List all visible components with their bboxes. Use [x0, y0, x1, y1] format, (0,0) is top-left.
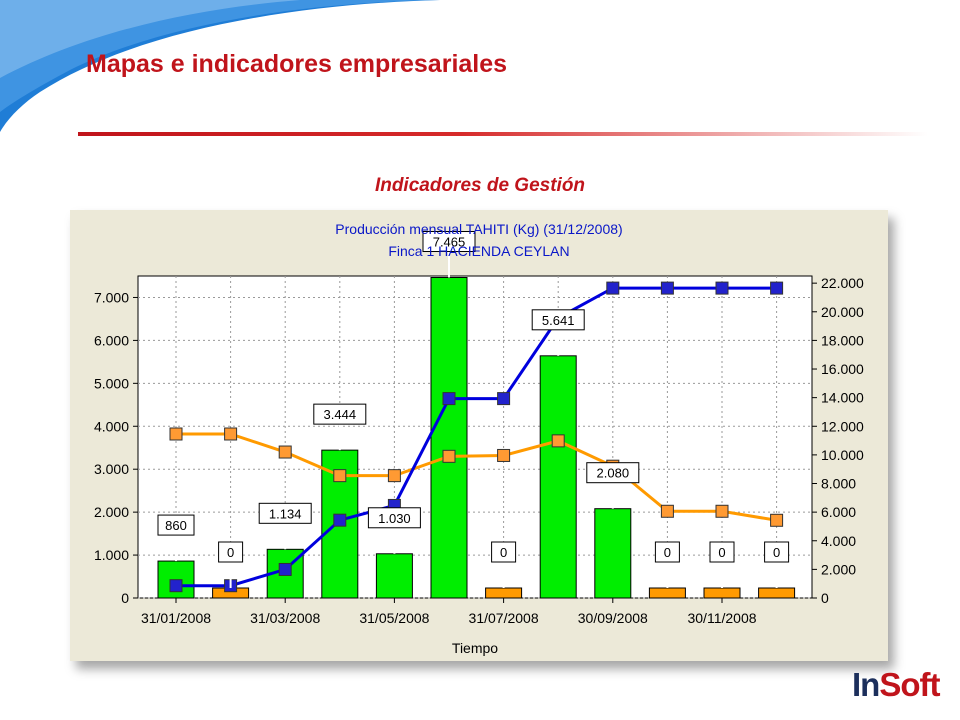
average-marker — [770, 513, 784, 527]
y2-tick-label: 16.000 — [821, 361, 864, 377]
cumulative-marker — [169, 579, 183, 593]
x-tick-label: 31/05/2008 — [359, 610, 429, 626]
bar — [594, 508, 632, 599]
average-marker — [442, 449, 456, 463]
data-label-box — [157, 514, 195, 536]
cumulative-line — [176, 286, 777, 588]
bar — [539, 355, 577, 599]
average-marker — [333, 469, 347, 483]
y2-tick-label: 6.000 — [821, 504, 856, 520]
data-label-box — [218, 541, 244, 563]
data-label: 0 — [664, 545, 671, 560]
y-tick-label: 2.000 — [94, 504, 129, 520]
bar — [375, 553, 413, 599]
y-tick-label: 7.000 — [94, 289, 129, 305]
chart-caption: Indicadores de Gestión — [374, 175, 586, 196]
average-marker — [169, 427, 183, 441]
cumulative-marker — [442, 392, 456, 406]
title-underline — [78, 132, 928, 136]
data-label: 0 — [718, 545, 725, 560]
data-label: 860 — [165, 518, 187, 533]
average-marker — [224, 427, 238, 441]
data-label-box — [422, 231, 476, 253]
average-marker — [660, 504, 674, 518]
y2-tick-label: 2.000 — [821, 561, 856, 577]
y-tick-label: 1.000 — [94, 547, 129, 563]
logo-in-text: In — [852, 666, 880, 703]
y2-tick-label: 22.000 — [821, 275, 864, 291]
y-tick-label: 3.000 — [94, 461, 129, 477]
data-label: 3.444 — [324, 407, 357, 422]
chart-subtitle: Finca 1 HACIENDA CEYLAN — [388, 243, 569, 259]
y2-tick-label: 14.000 — [821, 390, 864, 406]
insoft-logo: InSoft — [852, 666, 940, 704]
y2-tick-label: 10.000 — [821, 447, 864, 463]
average-marker — [715, 504, 729, 518]
y-tick-label: 4.000 — [94, 418, 129, 434]
data-label-box — [258, 502, 312, 524]
data-label-box — [531, 309, 585, 331]
y2-tick-label: 0 — [821, 590, 829, 606]
bar-zero — [648, 587, 686, 599]
x-tick-label: 30/09/2008 — [578, 610, 648, 626]
data-label-box — [313, 403, 367, 425]
average-marker — [497, 448, 511, 462]
cumulative-marker — [715, 281, 729, 295]
bar-zero — [758, 587, 796, 599]
data-label-box — [654, 541, 680, 563]
cumulative-marker — [606, 281, 620, 295]
cumulative-marker — [770, 281, 784, 295]
average-marker — [387, 469, 401, 483]
corner-swoosh-decoration — [0, 0, 440, 132]
average-marker — [551, 434, 565, 448]
data-label: 0 — [227, 545, 234, 560]
x-tick-label: 31/07/2008 — [469, 610, 539, 626]
data-label: 2.080 — [597, 466, 630, 481]
chart-frame: 0 1.000 2.000 3.000 4.000 5.000 6.000 7.000 0 2.0… — [70, 210, 888, 661]
cumulative-marker — [333, 513, 347, 527]
data-label: 0 — [500, 545, 507, 560]
data-label: 5.641 — [542, 313, 575, 328]
data-label: 1.030 — [378, 511, 411, 526]
y2-tick-label: 8.000 — [821, 476, 856, 492]
data-label: 7.465 — [433, 235, 466, 250]
data-label-box — [491, 541, 517, 563]
logo-soft-text: Soft — [879, 666, 940, 703]
average-line — [176, 432, 777, 522]
chart-title: Producción mensual TAHITI (Kg) (31/12/20… — [335, 221, 622, 237]
y2-tick-label: 20.000 — [821, 304, 864, 320]
bar — [430, 277, 468, 599]
data-label-box — [586, 462, 640, 484]
cumulative-marker — [278, 562, 292, 576]
x-tick-label: 30/11/2008 — [687, 610, 756, 626]
data-label: 0 — [773, 545, 780, 560]
cumulative-marker — [660, 281, 674, 295]
production-chart: 0 1.000 2.000 3.000 4.000 5.000 6.000 7.000 0 2.0… — [94, 221, 864, 656]
y-tick-label: 5.000 — [94, 375, 129, 391]
data-label-box — [709, 541, 735, 563]
bar-zero — [485, 587, 523, 599]
cumulative-marker — [497, 392, 511, 406]
y2-tick-label: 18.000 — [821, 332, 864, 348]
data-label-box — [367, 507, 421, 529]
bar-zero — [703, 587, 741, 599]
data-label-box — [764, 541, 790, 563]
y2-tick-label: 12.000 — [821, 418, 864, 434]
x-axis-label: Tiempo — [452, 640, 498, 656]
y-tick-label: 6.000 — [94, 332, 129, 348]
slide-title: Mapas e indicadores empresariales — [86, 50, 508, 78]
x-tick-label: 31/01/2008 — [141, 610, 211, 626]
y2-tick-label: 4.000 — [821, 533, 856, 549]
data-label: 1.134 — [269, 506, 302, 521]
y-tick-label: 0 — [121, 590, 129, 606]
average-marker — [278, 445, 292, 459]
x-tick-label: 31/03/2008 — [250, 610, 320, 626]
